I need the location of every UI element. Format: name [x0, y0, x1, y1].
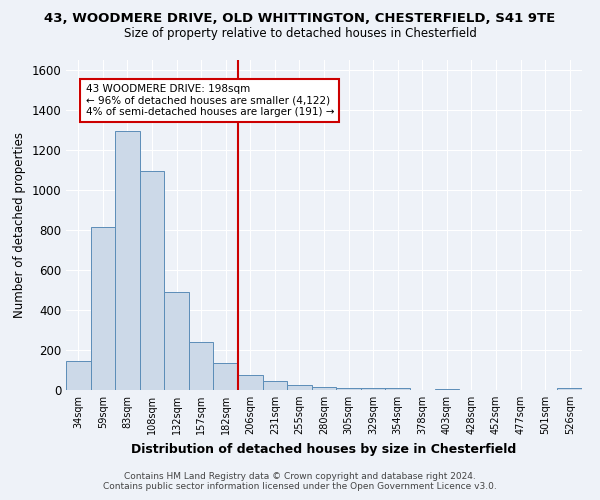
- Bar: [385, 388, 410, 390]
- Bar: [263, 381, 287, 390]
- Bar: [115, 131, 140, 390]
- Bar: [238, 375, 263, 390]
- Bar: [434, 389, 459, 390]
- Bar: [66, 361, 91, 390]
- Bar: [336, 388, 361, 390]
- Text: Size of property relative to detached houses in Chesterfield: Size of property relative to detached ho…: [124, 28, 476, 40]
- Bar: [214, 363, 238, 390]
- Bar: [287, 385, 312, 390]
- Bar: [91, 227, 115, 390]
- Y-axis label: Number of detached properties: Number of detached properties: [13, 132, 26, 318]
- Text: Contains HM Land Registry data © Crown copyright and database right 2024.: Contains HM Land Registry data © Crown c…: [124, 472, 476, 481]
- Text: 43, WOODMERE DRIVE, OLD WHITTINGTON, CHESTERFIELD, S41 9TE: 43, WOODMERE DRIVE, OLD WHITTINGTON, CHE…: [44, 12, 556, 26]
- Bar: [140, 171, 164, 390]
- Text: Contains public sector information licensed under the Open Government Licence v3: Contains public sector information licen…: [103, 482, 497, 491]
- Text: 43 WOODMERE DRIVE: 198sqm
← 96% of detached houses are smaller (4,122)
4% of sem: 43 WOODMERE DRIVE: 198sqm ← 96% of detac…: [86, 84, 334, 117]
- X-axis label: Distribution of detached houses by size in Chesterfield: Distribution of detached houses by size …: [131, 442, 517, 456]
- Bar: [312, 387, 336, 390]
- Bar: [361, 388, 385, 390]
- Bar: [557, 388, 582, 390]
- Bar: [164, 292, 189, 390]
- Bar: [189, 342, 214, 390]
